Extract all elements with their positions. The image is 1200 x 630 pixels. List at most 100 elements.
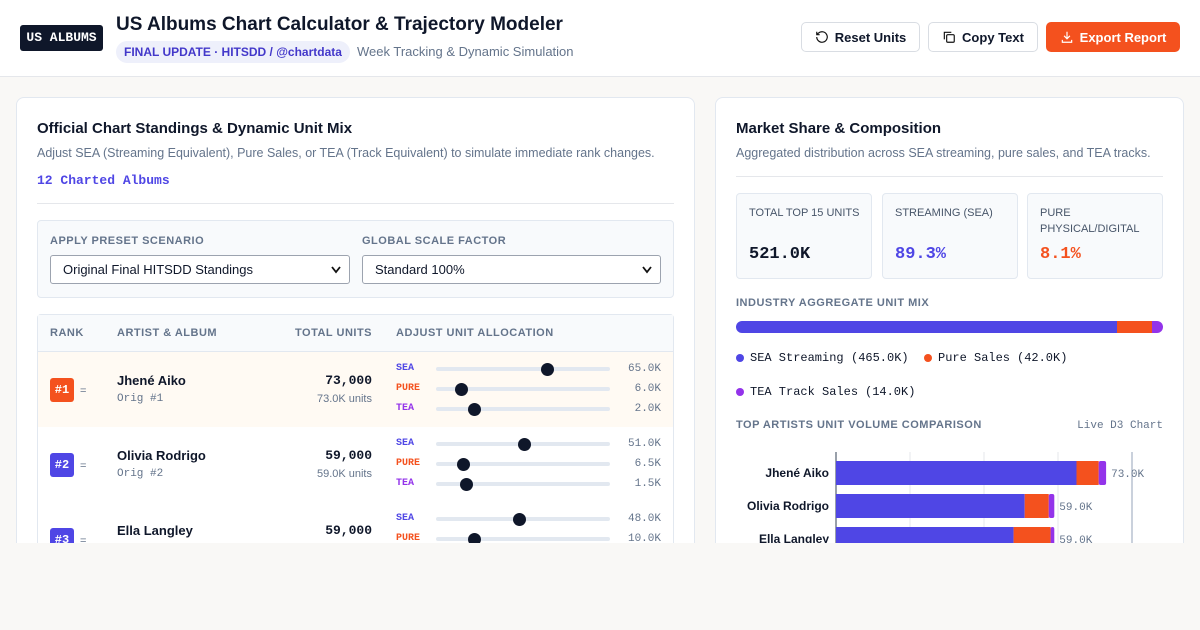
stat-label: STREAMING (SEA) bbox=[895, 207, 993, 219]
caret bbox=[642, 266, 652, 274]
slider-label: TEA bbox=[396, 478, 415, 489]
album-count: 12 Charted Albums bbox=[37, 173, 170, 188]
slider-thumb[interactable] bbox=[518, 437, 532, 451]
table-row bbox=[38, 502, 673, 543]
legend-value: (42.0K) bbox=[1017, 351, 1068, 365]
column-header: RANK bbox=[50, 327, 84, 339]
stat-value: 89.3% bbox=[895, 245, 947, 264]
copy-label: Copy Text bbox=[962, 29, 1024, 45]
stat-label: TOTAL TOP 15 UNITS bbox=[749, 207, 860, 219]
export-label: Export Report bbox=[1079, 29, 1167, 45]
slider-label: PURE bbox=[396, 533, 421, 543]
scale-select[interactable]: Standard 100% bbox=[362, 255, 661, 284]
original-rank: Orig #2 bbox=[117, 468, 164, 480]
bar-segment bbox=[1098, 461, 1107, 485]
slider-thumb[interactable] bbox=[454, 382, 468, 396]
slider-value: 48.0K bbox=[627, 513, 661, 525]
legend-name: Pure Sales bbox=[938, 351, 1011, 365]
slider-label: PURE bbox=[396, 458, 421, 469]
rank-badge: #2 bbox=[50, 453, 74, 477]
slider-track[interactable] bbox=[436, 482, 610, 486]
bar-segment bbox=[1076, 461, 1099, 485]
bar-segment bbox=[836, 527, 1014, 543]
preset-label: APPLY PRESET SCENARIO bbox=[50, 235, 205, 247]
table-head bbox=[38, 315, 673, 352]
total-label: 59.0K bbox=[1059, 535, 1092, 543]
bar-segment bbox=[836, 494, 1025, 518]
reset-button[interactable]: Reset Units bbox=[801, 22, 920, 52]
category-label: Jhené Aiko bbox=[765, 466, 829, 480]
preset-select[interactable]: Original Final HITSDD Standings bbox=[50, 255, 350, 284]
column-header: TOTAL UNITS bbox=[295, 327, 372, 339]
artist-name: Olivia Rodrigo bbox=[117, 448, 206, 463]
slider-label: TEA bbox=[396, 403, 415, 414]
total-label: 59.0K bbox=[1059, 502, 1092, 514]
comparison-note: Live D3 Chart bbox=[1077, 420, 1163, 432]
column-header: ARTIST & ALBUM bbox=[117, 327, 218, 339]
slider-thumb[interactable] bbox=[513, 512, 527, 526]
section-description: Aggregated distribution across SEA strea… bbox=[736, 146, 1151, 160]
slider-track[interactable] bbox=[436, 387, 610, 391]
slider-track[interactable] bbox=[436, 462, 610, 466]
slider-label: PURE bbox=[396, 383, 421, 394]
scale-label: GLOBAL SCALE FACTOR bbox=[362, 235, 507, 247]
slider-track[interactable] bbox=[436, 537, 610, 541]
slider-value: 65.0K bbox=[627, 363, 661, 375]
bar-segment bbox=[836, 461, 1077, 485]
export-button[interactable]: Export Report bbox=[1046, 22, 1180, 52]
legend-name: SEA Streaming bbox=[750, 351, 844, 365]
total-units: 59,000 bbox=[325, 523, 372, 538]
column-header: ADJUST UNIT ALLOCATION bbox=[396, 327, 554, 339]
rank-badge: #3 bbox=[50, 528, 74, 543]
slider-label: SEA bbox=[396, 363, 415, 374]
slider-thumb[interactable] bbox=[459, 477, 473, 491]
reset-icon bbox=[815, 31, 828, 43]
legend-dot bbox=[924, 354, 932, 362]
slider-value: 2.0K bbox=[634, 403, 661, 415]
mix-bar bbox=[736, 321, 1163, 333]
legend-value: (465.0K) bbox=[851, 351, 909, 365]
caret bbox=[331, 266, 341, 274]
subtitle: Week Tracking & Dynamic Simulation bbox=[357, 44, 574, 59]
comparison-chart: Jhené Aiko 73.0K Olivia Rodrigo 59.0K Ella L… bbox=[747, 452, 1145, 543]
slider-track[interactable] bbox=[436, 407, 610, 411]
slider-thumb[interactable] bbox=[467, 532, 481, 543]
badge: FINAL UPDATE · HITSDD / @chartdata bbox=[116, 41, 350, 63]
reset-label: Reset Units bbox=[834, 29, 907, 45]
total-units: 73,000 bbox=[325, 373, 372, 388]
slider-value: 10.0K bbox=[627, 533, 661, 543]
section-title: Official Chart Standings & Dynamic Unit … bbox=[37, 120, 353, 137]
slider-thumb[interactable] bbox=[467, 402, 481, 416]
slider-value: 6.0K bbox=[634, 383, 661, 395]
slider-label: SEA bbox=[396, 513, 415, 524]
divider bbox=[37, 203, 674, 204]
slider-thumb[interactable] bbox=[540, 362, 554, 376]
category-label: Olivia Rodrigo bbox=[747, 499, 829, 513]
slider-value: 6.5K bbox=[634, 458, 661, 470]
app-title: US Albums Chart Calculator & Trajectory … bbox=[116, 14, 563, 35]
stat-box bbox=[1027, 193, 1163, 279]
slider-track[interactable] bbox=[436, 367, 610, 371]
mix-title: INDUSTRY AGGREGATE UNIT MIX bbox=[736, 297, 930, 309]
header: US ALBUMS US Albums Chart Calculator & T… bbox=[0, 0, 1200, 77]
mix-segment bbox=[1151, 321, 1163, 333]
main: Official Chart Standings & Dynamic Unit … bbox=[16, 97, 1184, 543]
slider-thumb[interactable] bbox=[456, 457, 470, 471]
original-rank: Orig #1 bbox=[117, 393, 164, 405]
stat-box bbox=[736, 193, 872, 279]
divider bbox=[736, 176, 1163, 177]
comparison-title: TOP ARTISTS UNIT VOLUME COMPARISON bbox=[736, 419, 982, 431]
mix-segment bbox=[736, 321, 1118, 333]
copy-button[interactable]: Copy Text bbox=[928, 22, 1038, 52]
bar-segment bbox=[1050, 527, 1055, 543]
category-label: Ella Langley bbox=[759, 532, 829, 543]
copy-icon bbox=[943, 31, 955, 43]
table bbox=[37, 314, 674, 543]
units-note: 73.0K units bbox=[316, 393, 372, 405]
bar-segment bbox=[1013, 527, 1051, 543]
legend-value: (14.0K) bbox=[865, 385, 916, 399]
section-title: Market Share & Composition bbox=[736, 120, 942, 137]
total-label: 73.0K bbox=[1111, 469, 1144, 481]
rank-movement: = bbox=[80, 535, 87, 543]
legend-dot bbox=[736, 354, 744, 362]
